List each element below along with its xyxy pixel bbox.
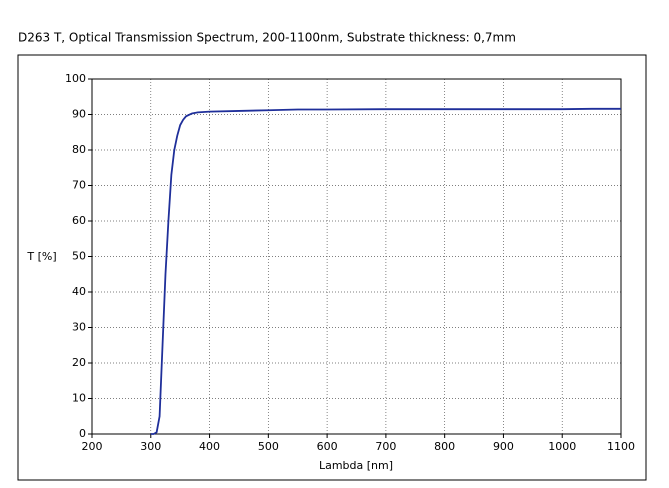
y-tick-label: 100 xyxy=(65,72,86,85)
x-tick-label: 1100 xyxy=(607,440,635,453)
chart-frame xyxy=(17,54,647,481)
chart-title: D263 T, Optical Transmission Spectrum, 2… xyxy=(18,31,516,45)
y-tick-label: 0 xyxy=(79,427,86,440)
x-tick-label: 400 xyxy=(199,440,220,453)
y-tick-label: 80 xyxy=(72,143,86,156)
y-axis-label: T [%] xyxy=(26,250,56,263)
plot-area xyxy=(91,78,622,435)
y-tick-label: 10 xyxy=(72,392,86,405)
data-line xyxy=(150,107,621,435)
x-tick-label: 800 xyxy=(434,440,455,453)
y-tick-label: 60 xyxy=(72,214,86,227)
x-tick-label: 900 xyxy=(493,440,514,453)
y-tick-label: 30 xyxy=(72,321,86,334)
y-tick-label: 40 xyxy=(72,285,86,298)
x-axis-label: Lambda [nm] xyxy=(319,459,393,472)
y-tick-label: 70 xyxy=(72,179,86,192)
x-tick-label: 700 xyxy=(375,440,396,453)
y-tick-label: 20 xyxy=(72,356,86,369)
y-tick-label: 90 xyxy=(72,108,86,121)
x-tick-label: 500 xyxy=(258,440,279,453)
y-tick-label: 50 xyxy=(72,250,86,263)
x-tick-label: 1000 xyxy=(548,440,576,453)
x-tick-label: 300 xyxy=(140,440,161,453)
x-tick-label: 600 xyxy=(317,440,338,453)
x-tick-label: 200 xyxy=(82,440,103,453)
